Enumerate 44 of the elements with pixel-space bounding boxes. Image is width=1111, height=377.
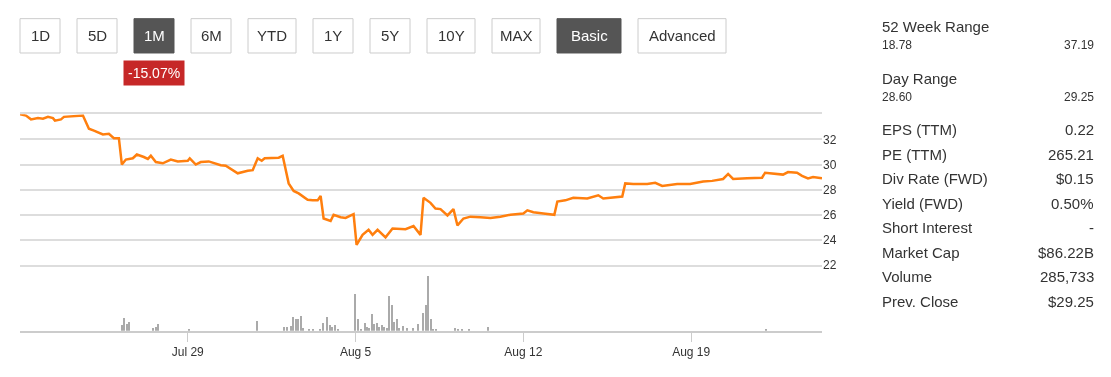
y-tick-label: 32 (823, 132, 837, 147)
y-tick-label: 26 (823, 207, 837, 222)
y-tick-label: 28 (823, 182, 837, 197)
category-label: Market Cap (882, 244, 960, 261)
category-label: Basic (571, 27, 609, 44)
category-label: MAX (500, 27, 533, 44)
category-label: Div Rate (FWD) (882, 170, 988, 187)
category-label: Yield (FWD) (882, 195, 964, 212)
x-tick-label: Aug 12 (504, 345, 543, 360)
category-label: EPS (TTM) (882, 121, 957, 138)
category-label: Volume (882, 268, 933, 285)
y-tick-label: 24 (823, 233, 837, 248)
text: -15.07% (128, 65, 181, 81)
text: Day Range (882, 70, 958, 87)
text: $29.25 (1048, 293, 1094, 310)
y-tick-label: 30 (823, 157, 837, 172)
text: $0.15 (1056, 170, 1094, 187)
category-label: 1D (31, 27, 51, 44)
y-tick-label: 22 (823, 258, 837, 273)
text: 265.21 (1048, 146, 1094, 163)
text: 37.19 (1064, 38, 1095, 52)
category-label: YTD (257, 27, 288, 44)
text: 285,733 (1040, 268, 1095, 285)
x-tick-label: Jul 29 (171, 345, 205, 360)
text: 52 Week Range (882, 18, 990, 35)
x-tick-label: Aug 5 (339, 345, 372, 360)
text: 0.22 (1065, 121, 1095, 138)
category-label: Short Interest (882, 219, 973, 236)
text: - (1089, 219, 1094, 236)
text: 29.25 (1064, 90, 1095, 104)
category-label: Advanced (649, 27, 716, 44)
category-label: 5Y (381, 27, 400, 44)
text: 0.50% (1051, 195, 1094, 212)
category-label: 6M (201, 27, 222, 44)
category-label: Prev. Close (882, 293, 959, 310)
category-label: 10Y (438, 27, 465, 44)
category-label: 1Y (324, 27, 343, 44)
category-label: PE (TTM) (882, 146, 947, 163)
text: 28.60 (882, 90, 913, 104)
category-label: 1M (144, 27, 165, 44)
category-label: 5D (88, 27, 108, 44)
text: $86.22B (1038, 244, 1094, 261)
text: 18.78 (882, 38, 913, 52)
x-tick-label: Aug 19 (672, 345, 711, 360)
